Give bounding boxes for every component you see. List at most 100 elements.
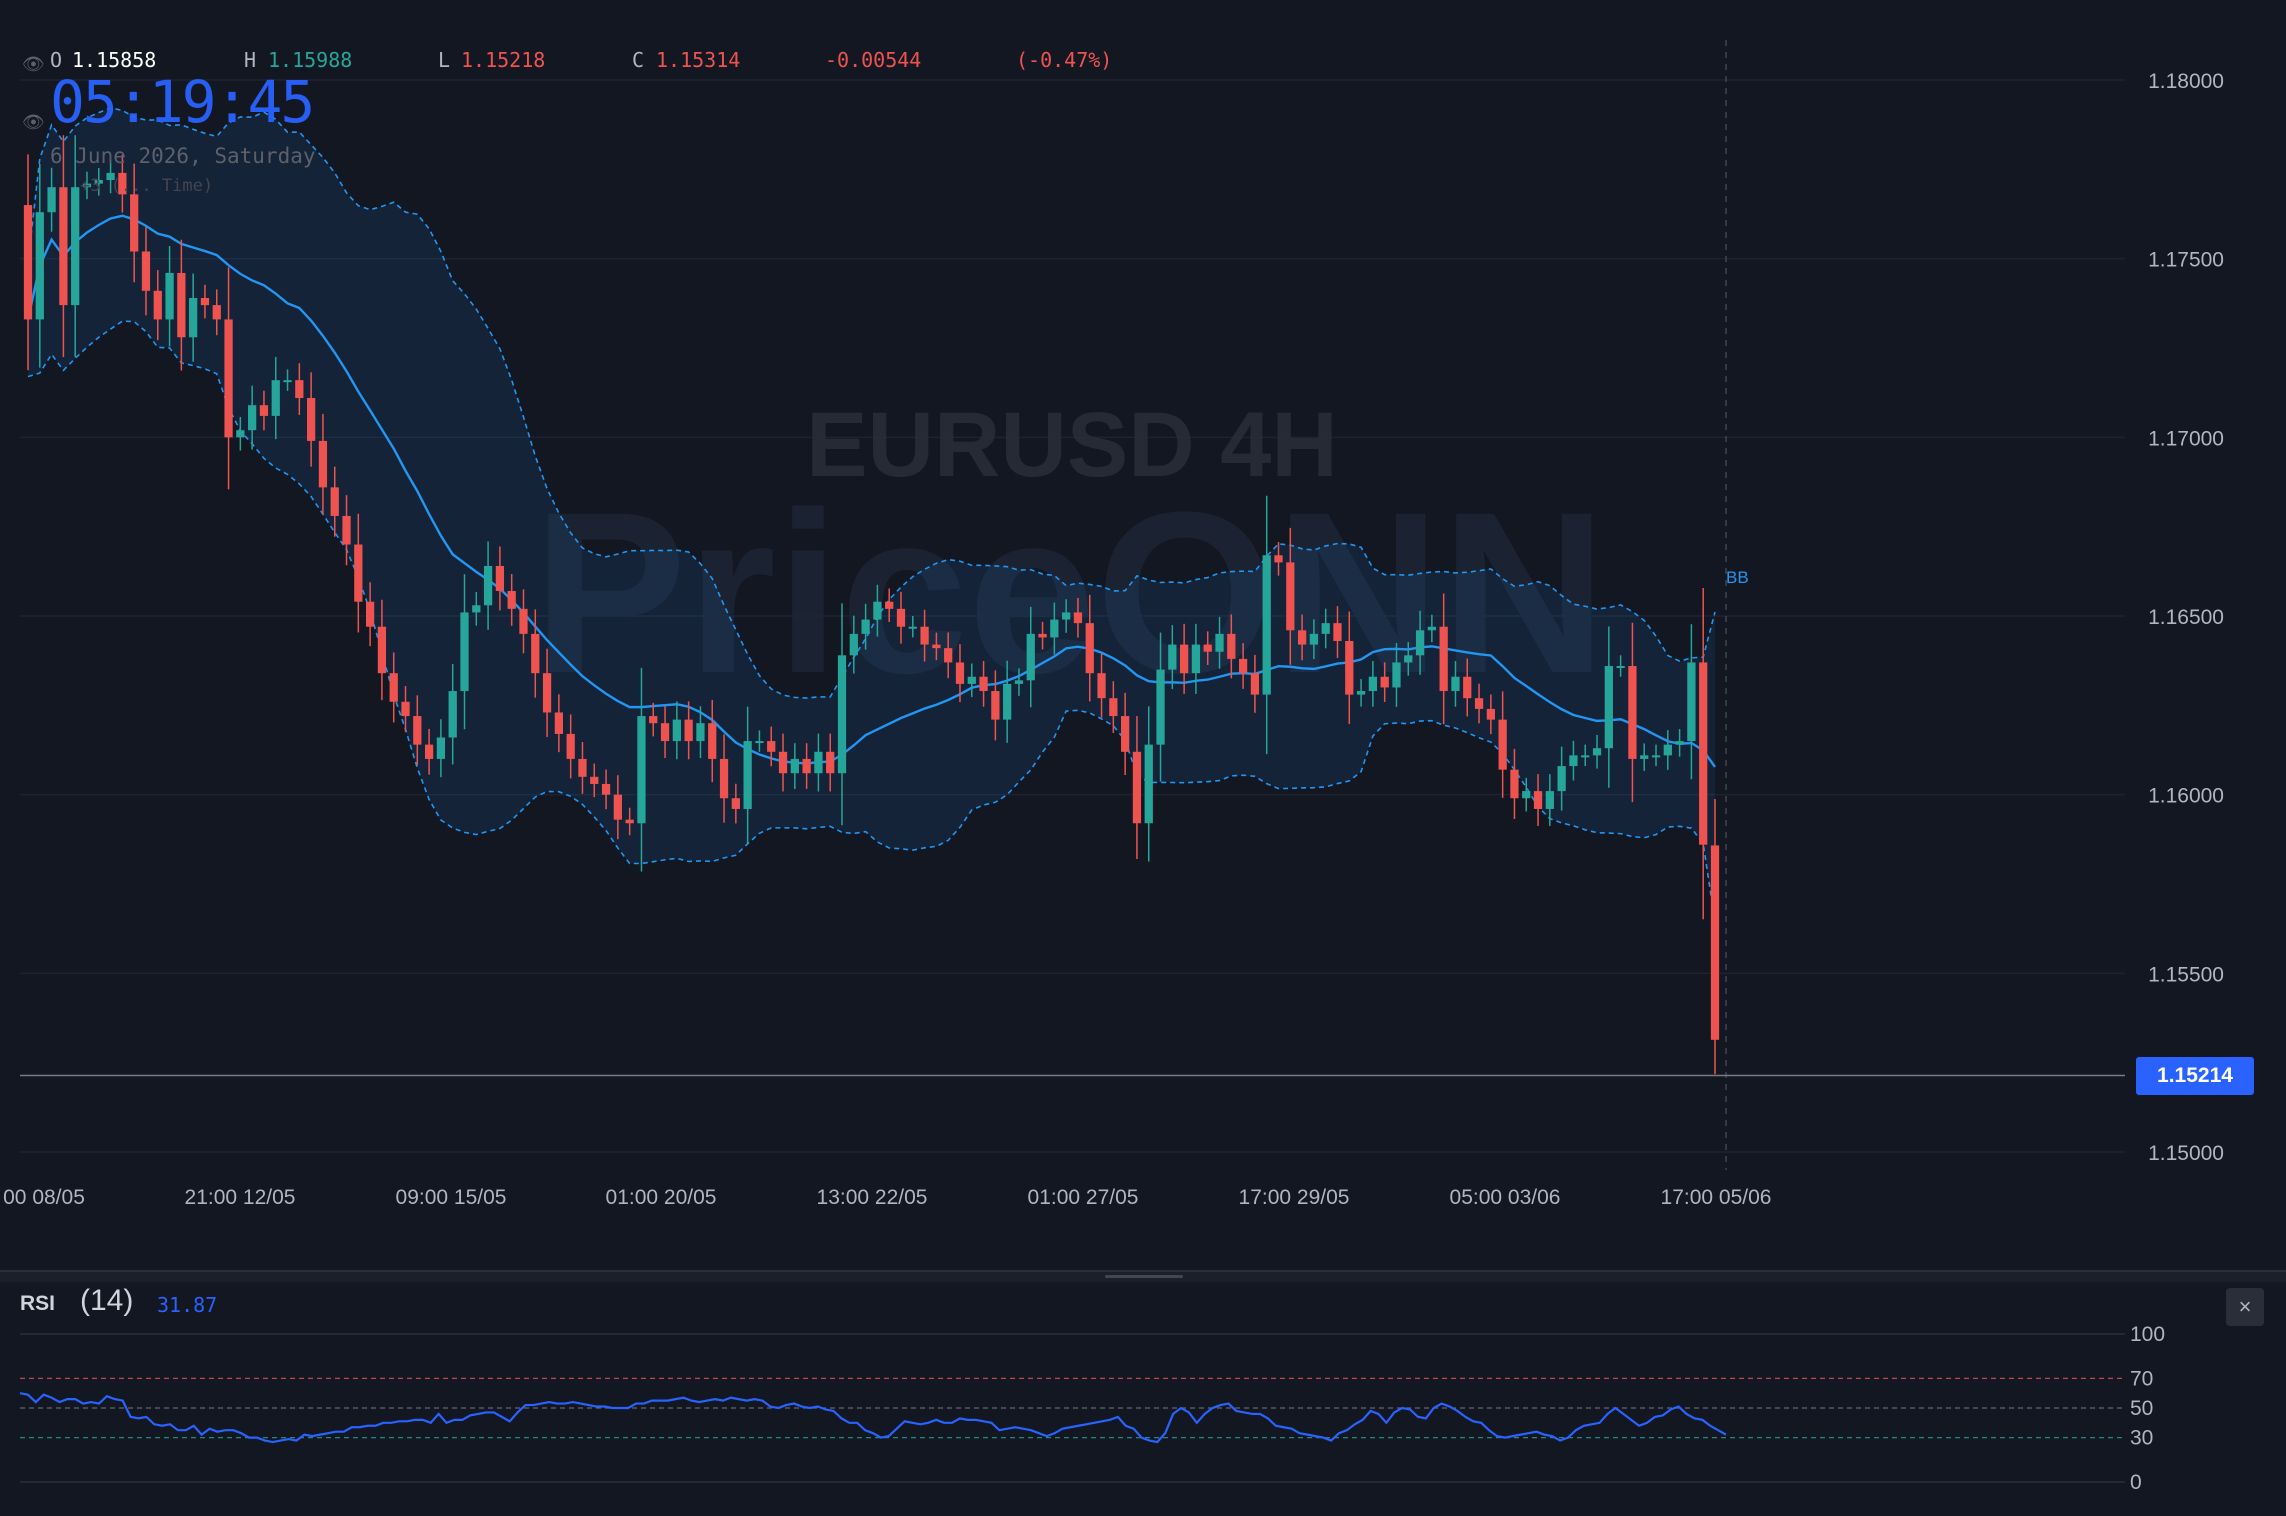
candle-body [1557, 766, 1566, 792]
candle [743, 706, 752, 844]
candle [837, 603, 847, 826]
candle-body [507, 590, 516, 609]
bb-indicator-label[interactable]: BB [1726, 568, 1749, 587]
candle [389, 652, 398, 723]
candle [1227, 614, 1236, 679]
candle [295, 363, 304, 415]
candle-body [637, 716, 646, 824]
eye-icon[interactable]: 👁 [22, 112, 45, 132]
y-tick-label: 1.17000 [2148, 427, 2224, 450]
candle-body [1345, 641, 1354, 695]
candle-body [743, 741, 752, 809]
candle-body [1439, 626, 1448, 692]
candle [483, 541, 493, 630]
open-value: 1.15858 [72, 48, 157, 72]
candle [330, 466, 339, 537]
rsi-label: RSI [20, 1292, 56, 1315]
candle-body [590, 776, 599, 784]
candle [1156, 632, 1165, 782]
candle-body [1404, 655, 1413, 663]
candle-body [224, 319, 233, 438]
candle [1109, 681, 1118, 734]
candle [401, 686, 410, 732]
candle-body [365, 601, 375, 627]
candle [955, 644, 965, 703]
candle-body [177, 272, 186, 338]
resize-handle[interactable] [1105, 1275, 1183, 1278]
candle-body [354, 544, 363, 602]
watermark-brand: PriceONN [533, 464, 1607, 721]
candle-body [1179, 644, 1189, 674]
candle [1238, 643, 1248, 689]
x-tick-label: 05:00 03/06 [1450, 1186, 1561, 1209]
candle-body [413, 716, 422, 745]
candle [708, 699, 717, 783]
candle-body [1663, 744, 1672, 756]
candle [519, 589, 528, 654]
candle-body [1581, 755, 1590, 758]
candle-body [672, 719, 681, 742]
candle-body [1687, 662, 1696, 742]
candle-body [130, 194, 139, 252]
candle [248, 385, 257, 450]
x-tick-label: 01:00 27/05 [1028, 1186, 1139, 1209]
candle [1616, 655, 1625, 677]
candle-body [920, 626, 929, 645]
candle [71, 135, 80, 358]
candle-body [165, 272, 174, 320]
candle [1533, 774, 1543, 826]
candle-body [601, 783, 611, 795]
candle-body [1415, 630, 1425, 656]
x-tick-label: 17:00 29/05 [1239, 1186, 1350, 1209]
candle-body [1168, 644, 1177, 670]
close-icon[interactable]: × [2226, 1288, 2264, 1326]
candle-body [885, 601, 894, 609]
candle-body [59, 187, 68, 306]
candle-body [1333, 623, 1342, 642]
candle-body [755, 741, 764, 744]
candle [1498, 691, 1507, 798]
candle-body [1604, 666, 1613, 749]
rsi-value: 31.87 [157, 1293, 218, 1317]
candle-body [377, 626, 387, 674]
candle-body [649, 716, 658, 724]
candle [1368, 661, 1378, 707]
candle [1286, 527, 1295, 665]
candle-body [1427, 626, 1436, 631]
candle-body [1321, 623, 1330, 634]
candle [790, 743, 799, 789]
candle [1191, 623, 1201, 694]
candle-body [1569, 755, 1578, 767]
price-axis: 1.18000 1.17500 1.17000 1.16500 1.16000 1.155… [3, 70, 2224, 1209]
candle-body [495, 565, 505, 591]
candle-body [424, 744, 434, 759]
candle [189, 273, 198, 362]
candle-body [1545, 791, 1554, 809]
candle-body [1616, 666, 1625, 669]
candle-body [401, 701, 410, 717]
eye-icon[interactable]: 👁 [22, 54, 45, 74]
clock-timezone: +3 (... Time) [80, 176, 214, 196]
candle [1675, 729, 1684, 757]
rsi-period: (14) [80, 1284, 134, 1317]
candle [1132, 716, 1142, 859]
candle-body [1073, 612, 1083, 624]
x-tick-label: 00 08/05 [3, 1186, 85, 1209]
candle-body [448, 691, 457, 738]
bb-lower-band [27, 320, 1716, 922]
candle-body [1522, 791, 1531, 799]
candle [1663, 730, 1672, 770]
candle-body [955, 662, 965, 684]
candle [236, 416, 245, 451]
candlestick-series [23, 135, 1720, 1075]
candle-body [460, 612, 469, 692]
candle-body [767, 741, 776, 752]
candle-body [236, 430, 245, 438]
candle-body [1132, 751, 1142, 824]
candle [908, 616, 917, 638]
candle-body [814, 751, 823, 774]
candle [1474, 683, 1484, 724]
candle-body [94, 180, 103, 184]
candle [849, 615, 858, 674]
